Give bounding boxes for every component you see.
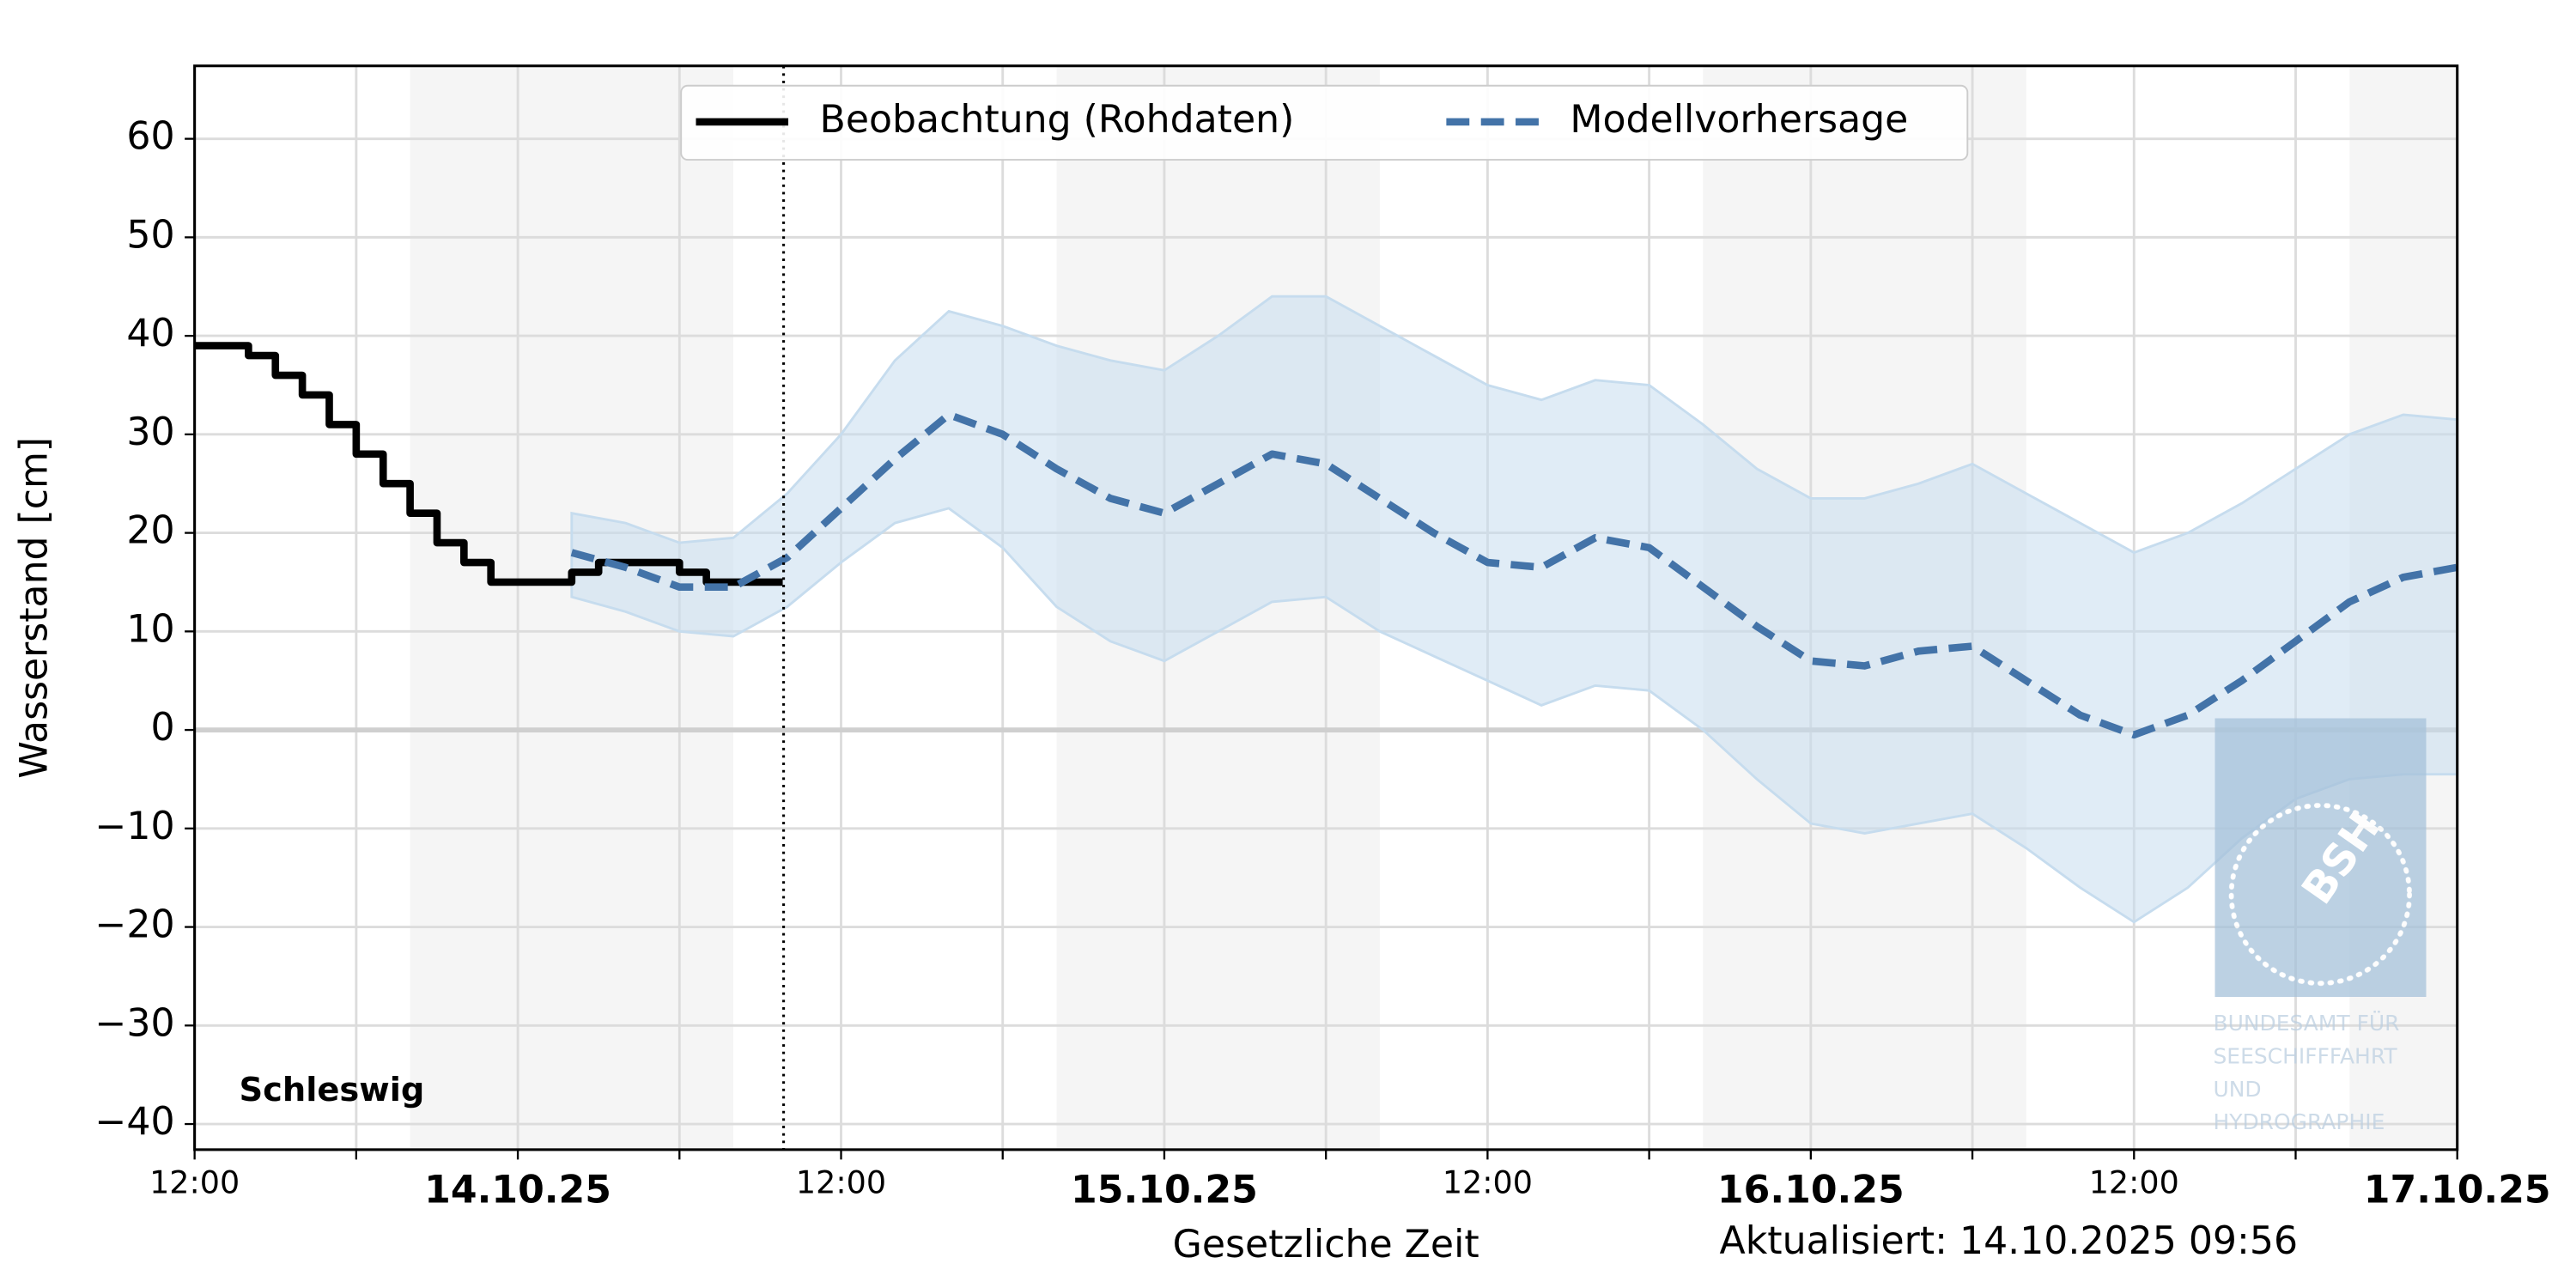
x-tick-label: 12:00: [149, 1164, 240, 1201]
y-tick-label: −10: [94, 805, 174, 848]
x-tick-label: 12:00: [796, 1164, 886, 1201]
y-tick-label: −20: [94, 903, 174, 947]
y-tick-label: 50: [126, 213, 174, 257]
watermark-text: UND: [2213, 1077, 2261, 1102]
watermark-text: BUNDESAMT FÜR: [2213, 1011, 2399, 1036]
y-tick-label: 10: [126, 607, 174, 651]
legend-label: Beobachtung (Rohdaten): [820, 98, 1295, 142]
legend-label: Modellvorhersage: [1570, 98, 1908, 142]
legend: Beobachtung (Rohdaten) Modellvorhersage: [680, 84, 1969, 161]
plot-marks: [194, 65, 2459, 1150]
watermark-text: SEESCHIFFFAHRT: [2213, 1043, 2397, 1068]
station-label: Schleswig: [239, 1071, 424, 1109]
y-tick-label: 60: [126, 115, 174, 159]
x-tick-label: 17.10.25: [2364, 1169, 2551, 1212]
y-tick-label: −40: [94, 1100, 174, 1144]
y-tick-label: 30: [126, 410, 174, 454]
legend-box: [680, 84, 1969, 161]
x-tick-label: 12:00: [2089, 1164, 2179, 1201]
plot-frame: [193, 64, 2459, 1151]
x-tick-label: 16.10.25: [1717, 1169, 1905, 1212]
y-tick-label: −30: [94, 1001, 174, 1045]
watermark-text: HYDROGRAPHIE: [2213, 1109, 2385, 1134]
watermark: BSH BUNDESAMT FÜRSEESCHIFFFAHRTUNDHYDROG…: [2213, 718, 2427, 1134]
x-tick-label: 14.10.25: [424, 1169, 611, 1212]
x-tick-label: 12:00: [1443, 1164, 1533, 1201]
y-tick-label: 40: [126, 312, 174, 355]
forecast-line: [570, 410, 2458, 739]
y-tick-label: 20: [126, 509, 174, 553]
logo-ring: [2228, 803, 2412, 987]
y-tick-label: 0: [150, 706, 174, 750]
plot-frame: −40 −30 −20 −10 0 10 20 30 40 50 60 12:00 14.10.25 12…: [94, 64, 2551, 1212]
y-axis-label: Wasserstand [cm]: [12, 437, 56, 779]
observation-line: [194, 342, 783, 586]
x-tick-label: 15.10.25: [1071, 1169, 1258, 1212]
x-axis-label: Gesetzliche Zeit: [1173, 1223, 1479, 1267]
updated-label: Aktualisiert: 14.10.2025 09:56: [1720, 1219, 2299, 1263]
